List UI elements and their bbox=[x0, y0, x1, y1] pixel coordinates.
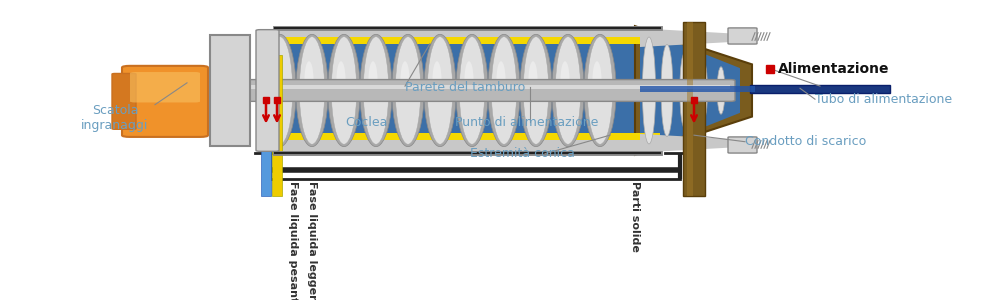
FancyBboxPatch shape bbox=[272, 55, 282, 196]
Ellipse shape bbox=[561, 61, 570, 98]
Polygon shape bbox=[640, 134, 742, 153]
Ellipse shape bbox=[587, 37, 613, 144]
Text: Tubo di alimentazione: Tubo di alimentazione bbox=[815, 93, 952, 106]
FancyBboxPatch shape bbox=[275, 138, 660, 153]
Ellipse shape bbox=[555, 37, 581, 144]
Ellipse shape bbox=[296, 34, 328, 147]
Ellipse shape bbox=[267, 37, 293, 144]
FancyBboxPatch shape bbox=[210, 35, 250, 146]
Ellipse shape bbox=[360, 34, 392, 147]
Ellipse shape bbox=[488, 34, 520, 147]
Ellipse shape bbox=[520, 34, 552, 147]
Ellipse shape bbox=[642, 37, 656, 144]
FancyBboxPatch shape bbox=[215, 85, 730, 89]
Ellipse shape bbox=[584, 34, 616, 147]
FancyBboxPatch shape bbox=[256, 30, 279, 151]
Ellipse shape bbox=[528, 61, 538, 98]
Ellipse shape bbox=[552, 34, 584, 147]
Ellipse shape bbox=[661, 44, 673, 136]
Text: Parti solide: Parti solide bbox=[630, 181, 640, 252]
FancyBboxPatch shape bbox=[132, 82, 218, 99]
FancyBboxPatch shape bbox=[261, 55, 271, 196]
Ellipse shape bbox=[456, 34, 488, 147]
FancyBboxPatch shape bbox=[728, 28, 757, 44]
Ellipse shape bbox=[336, 61, 346, 98]
FancyBboxPatch shape bbox=[750, 85, 890, 93]
Text: Fase liquida legger: Fase liquida legger bbox=[307, 181, 317, 300]
FancyBboxPatch shape bbox=[130, 72, 200, 103]
Polygon shape bbox=[635, 26, 752, 155]
FancyBboxPatch shape bbox=[210, 80, 735, 101]
Text: Estremità conica: Estremità conica bbox=[470, 147, 575, 160]
Ellipse shape bbox=[392, 34, 424, 147]
Text: Coclea: Coclea bbox=[345, 116, 387, 129]
Text: Alimentazione: Alimentazione bbox=[778, 62, 890, 76]
FancyBboxPatch shape bbox=[687, 22, 693, 196]
Ellipse shape bbox=[395, 37, 421, 144]
Ellipse shape bbox=[523, 37, 549, 144]
Ellipse shape bbox=[680, 52, 690, 129]
Ellipse shape bbox=[427, 37, 453, 144]
FancyBboxPatch shape bbox=[728, 137, 757, 153]
Ellipse shape bbox=[433, 61, 442, 98]
Ellipse shape bbox=[400, 61, 410, 98]
Ellipse shape bbox=[491, 37, 517, 144]
Ellipse shape bbox=[424, 34, 456, 147]
Ellipse shape bbox=[717, 67, 725, 114]
Text: Scatola
ingranaggi: Scatola ingranaggi bbox=[81, 104, 149, 132]
Polygon shape bbox=[640, 28, 740, 153]
Ellipse shape bbox=[299, 37, 325, 144]
Ellipse shape bbox=[497, 61, 506, 98]
Text: Punto di alimentazione: Punto di alimentazione bbox=[455, 116, 598, 129]
Ellipse shape bbox=[331, 37, 357, 144]
FancyBboxPatch shape bbox=[640, 86, 755, 92]
Text: Parete del tamburo: Parete del tamburo bbox=[405, 81, 525, 94]
Ellipse shape bbox=[272, 61, 282, 98]
FancyBboxPatch shape bbox=[683, 22, 705, 196]
Ellipse shape bbox=[459, 37, 485, 144]
Ellipse shape bbox=[363, 37, 389, 144]
Ellipse shape bbox=[465, 61, 474, 98]
FancyBboxPatch shape bbox=[275, 134, 660, 140]
FancyBboxPatch shape bbox=[112, 74, 136, 129]
Text: Fase liquida pesant: Fase liquida pesant bbox=[288, 181, 298, 300]
Text: Condotto di scarico: Condotto di scarico bbox=[745, 135, 866, 148]
Ellipse shape bbox=[698, 59, 708, 122]
Ellipse shape bbox=[305, 61, 314, 98]
Ellipse shape bbox=[328, 34, 360, 147]
FancyBboxPatch shape bbox=[122, 66, 208, 137]
FancyBboxPatch shape bbox=[275, 28, 660, 43]
Polygon shape bbox=[640, 28, 742, 47]
Ellipse shape bbox=[369, 61, 378, 98]
Ellipse shape bbox=[264, 34, 296, 147]
FancyBboxPatch shape bbox=[275, 38, 660, 44]
FancyBboxPatch shape bbox=[275, 28, 660, 153]
Ellipse shape bbox=[593, 61, 602, 98]
